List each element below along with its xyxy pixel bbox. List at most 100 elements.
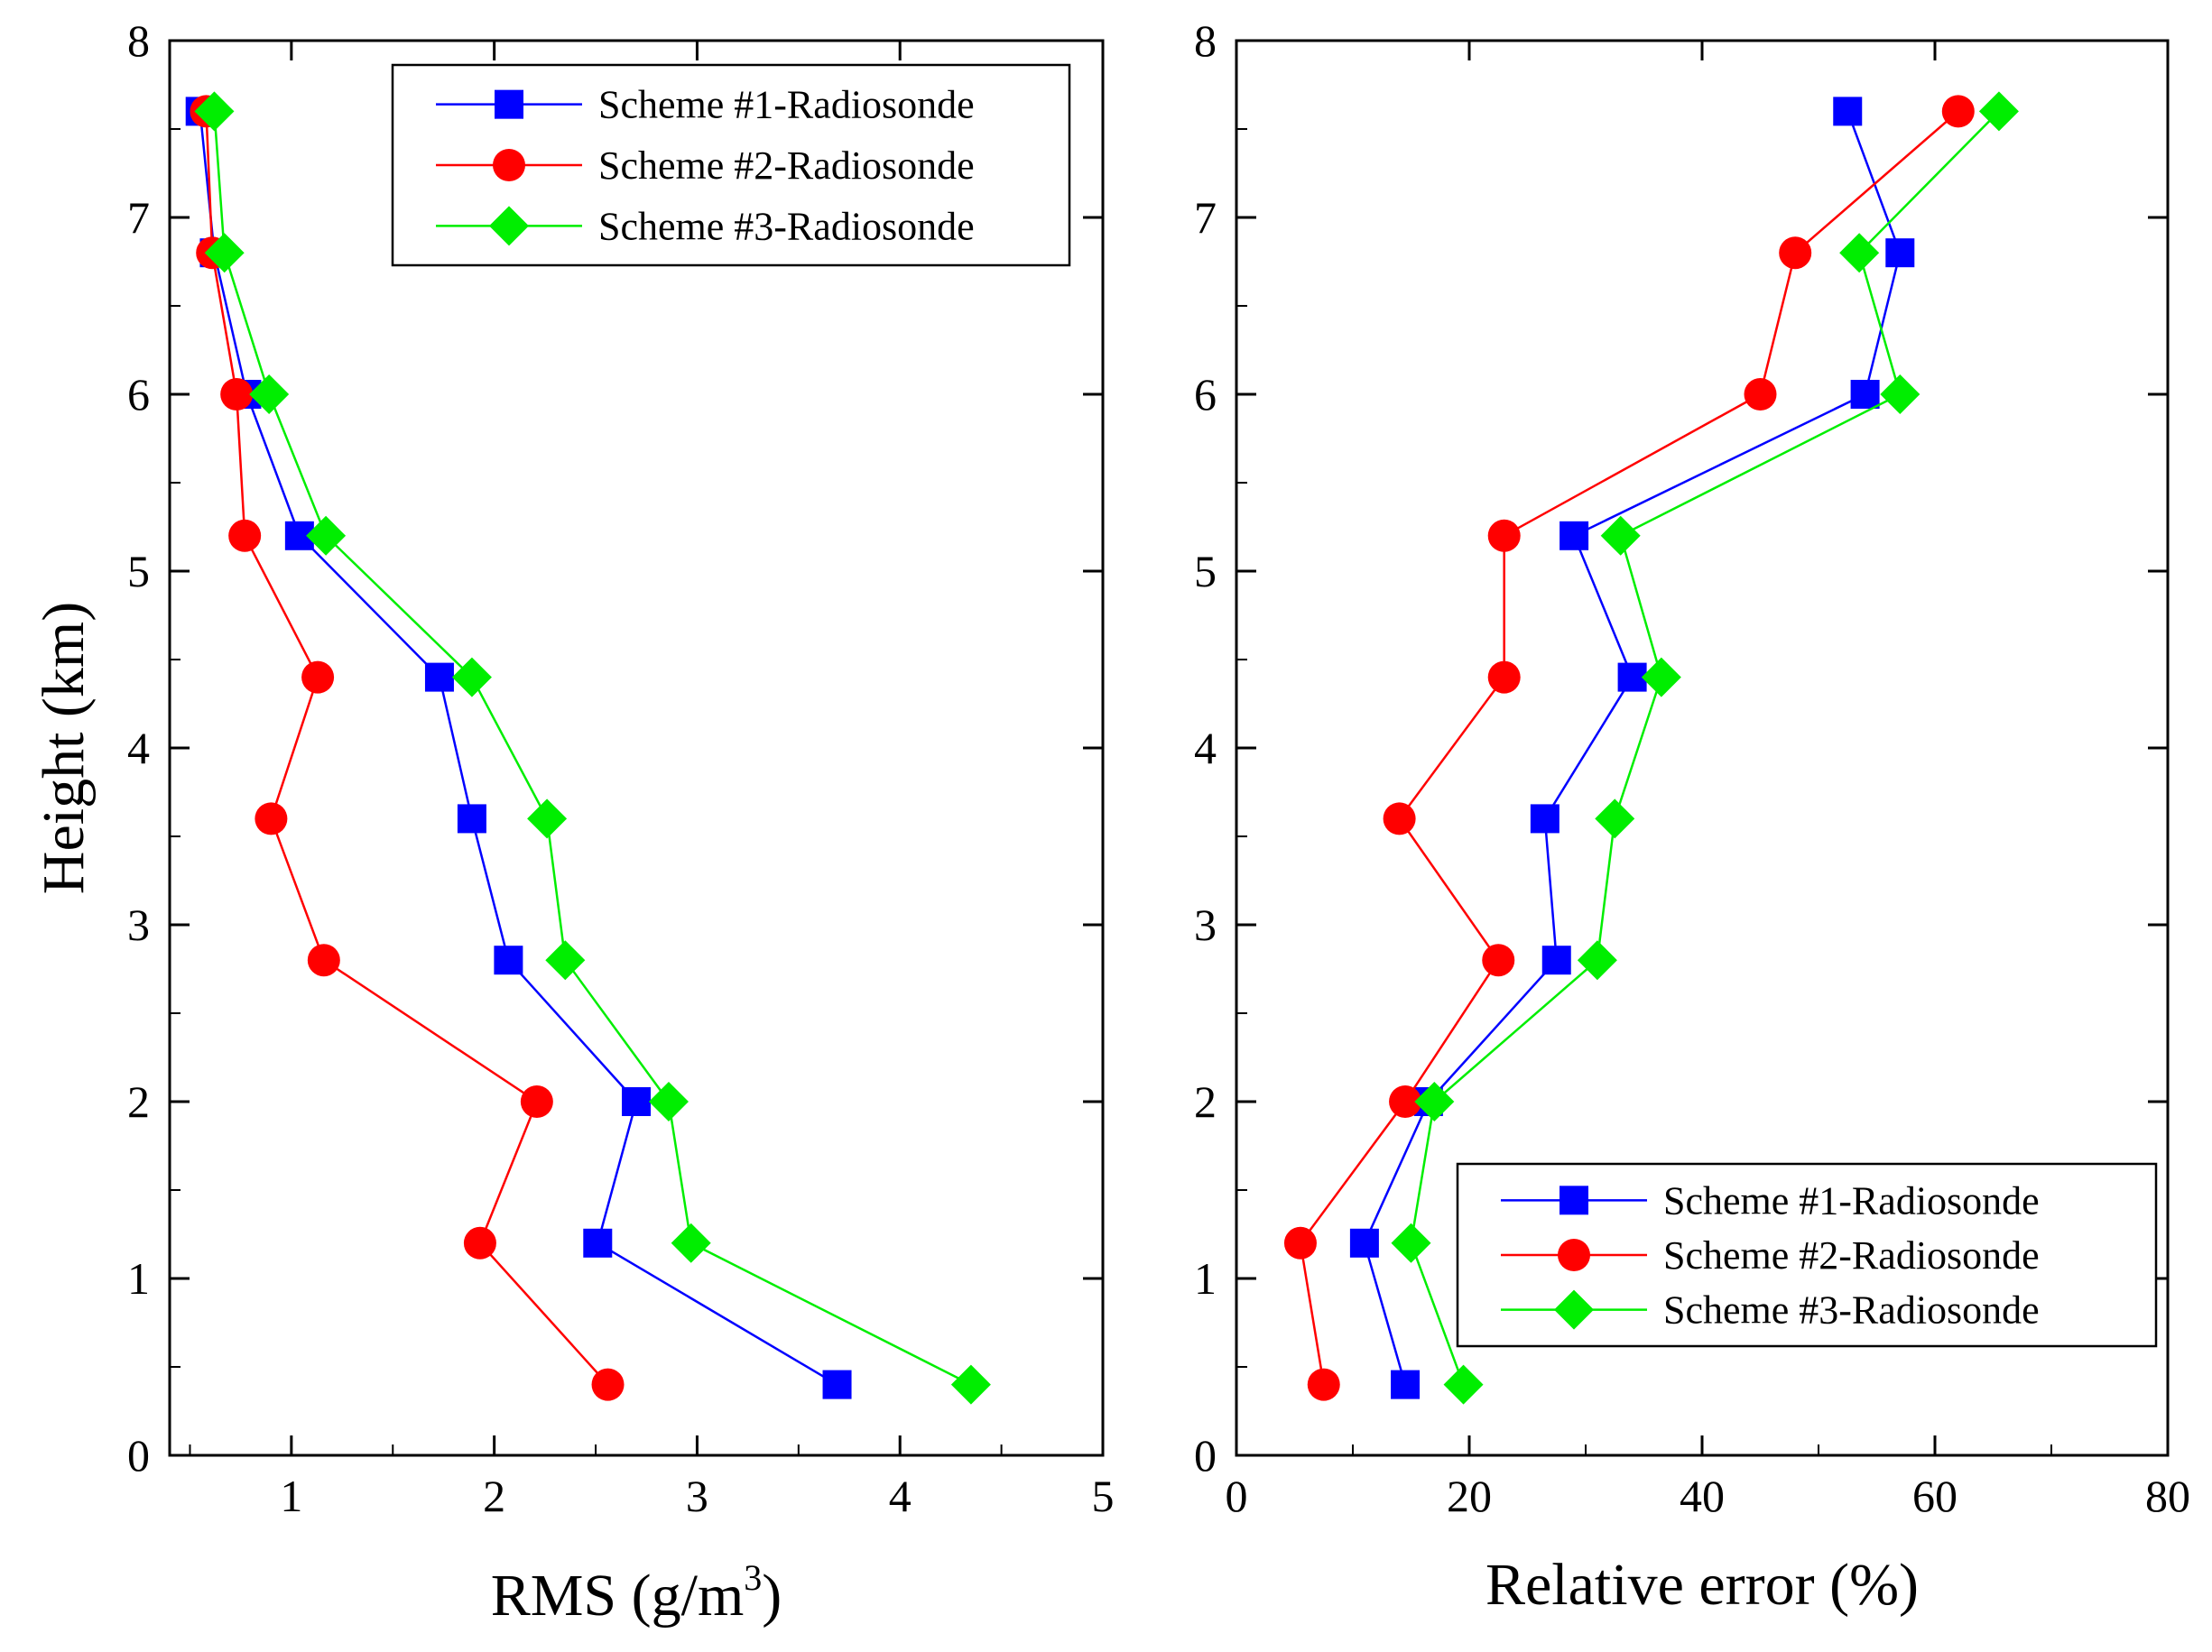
data-point [494, 946, 523, 975]
series-3 [1391, 91, 2019, 1405]
x-axis-title: RMS (g/m3) [491, 1557, 782, 1629]
x-axis-title: Relative error (%) [1485, 1552, 1919, 1618]
series-2 [1283, 95, 1975, 1401]
data-point [1487, 519, 1521, 552]
data-point [1595, 798, 1635, 839]
legend-label: Scheme #1-Radiosonde [598, 83, 975, 127]
data-point [1283, 1226, 1317, 1260]
y-axis-title: Height (km) [31, 602, 97, 894]
x-tick-label: 2 [483, 1471, 505, 1521]
data-point [1391, 1370, 1421, 1399]
data-point [1389, 1085, 1422, 1118]
x-tick-label: 80 [2145, 1471, 2190, 1521]
y-tick-label: 2 [127, 1076, 150, 1127]
legend: Scheme #1-Radiosonde Scheme #2-Radiosonde… [1456, 1162, 2158, 1348]
legend-label: Scheme #1-Radiosonde [1663, 1178, 2040, 1223]
legend-label: Scheme #3-Radiosonde [598, 204, 975, 248]
y-tick-label: 3 [127, 900, 150, 950]
chart-panel-left: 1 2 3 4 5 0 1 2 3 4 5 6 7 8 RMS (g/m3) Height (km) Schem… [31, 15, 1115, 1629]
data-point [1600, 515, 1641, 556]
data-point [1307, 1368, 1340, 1401]
data-point [249, 374, 290, 414]
series-2 [190, 95, 625, 1401]
data-point [1383, 802, 1416, 835]
data-point [1541, 946, 1571, 975]
legend-label: Scheme #2-Radiosonde [598, 143, 975, 188]
data-point [1560, 521, 1589, 550]
legend-swatch-marker [493, 149, 525, 181]
y-tick-label: 1 [127, 1253, 150, 1304]
legend-swatch-marker [489, 206, 529, 246]
data-point [1391, 1223, 1431, 1263]
legend-swatch-marker [1560, 1186, 1588, 1215]
data-point [583, 1228, 613, 1258]
y-tick-label: 1 [1194, 1253, 1217, 1304]
data-point [1941, 95, 1975, 128]
data-point [1482, 944, 1515, 977]
legend-swatch-marker [495, 89, 523, 119]
y-tick-label: 4 [1194, 723, 1217, 773]
data-point [1487, 660, 1521, 694]
y-tick-label: 7 [127, 192, 150, 243]
x-tick-label: 3 [686, 1471, 708, 1521]
x-tick-label: 20 [1447, 1471, 1492, 1521]
data-point [307, 944, 340, 977]
chart-panels: 1 2 3 4 5 0 1 2 3 4 5 6 7 8 RMS (g/m3) Height (km) Schem… [31, 15, 2190, 1629]
y-tick-label: 0 [127, 1430, 150, 1481]
data-point [306, 515, 347, 556]
data-point [424, 662, 454, 692]
x-tick-label: 4 [889, 1471, 912, 1521]
series-line [1299, 110, 1959, 1385]
data-point [1850, 380, 1880, 409]
series-line [1410, 110, 2000, 1386]
data-point [1744, 378, 1777, 411]
data-point [255, 802, 288, 835]
data-point [1880, 374, 1920, 414]
data-point [1349, 1228, 1379, 1258]
data-point [822, 1370, 852, 1399]
data-point [545, 940, 586, 981]
series-line [213, 111, 972, 1386]
y-tick-label: 8 [127, 15, 150, 66]
data-point [1839, 233, 1880, 273]
x-axis-title-superscript: 3 [744, 1557, 762, 1598]
data-point [1443, 1364, 1484, 1405]
y-tick-label: 5 [127, 546, 150, 596]
data-point [1978, 91, 2019, 132]
x-tick-label: 60 [1912, 1471, 1957, 1521]
legend: Scheme #1-Radiosonde Scheme #2-Radiosonde… [391, 63, 1071, 267]
y-tick-label: 0 [1194, 1430, 1217, 1481]
data-point [1530, 804, 1560, 834]
y-tick-label: 5 [1194, 546, 1217, 596]
data-point [648, 1082, 689, 1121]
data-point [591, 1368, 625, 1401]
x-tick-label: 40 [1680, 1471, 1725, 1521]
x-tick-label: 1 [280, 1471, 302, 1521]
data-point [194, 91, 235, 132]
series-line [199, 111, 838, 1386]
y-tick-label: 6 [127, 369, 150, 420]
data-point [228, 519, 262, 552]
legend-label: Scheme #2-Radiosonde [1663, 1233, 2040, 1278]
series-line [1363, 110, 1902, 1385]
x-tick-label: 0 [1226, 1471, 1248, 1521]
data-point [950, 1364, 991, 1405]
y-tick-label: 6 [1194, 369, 1217, 420]
data-point [622, 1087, 651, 1116]
y-tick-label: 4 [127, 723, 150, 773]
data-point [451, 657, 492, 697]
y-tick-label: 3 [1194, 900, 1217, 950]
legend-swatch-marker [1558, 1239, 1590, 1271]
data-point [204, 233, 245, 273]
chart-panel-right: 0 20 40 60 80 0 1 2 3 4 5 6 7 8 Relative error (%) Sche… [1194, 15, 2190, 1618]
x-tick-label: 5 [1092, 1471, 1115, 1521]
series-line [205, 111, 609, 1386]
data-point [457, 804, 486, 834]
data-point [520, 1085, 553, 1118]
series-3 [194, 91, 991, 1405]
data-point [1833, 97, 1863, 126]
x-axis-title-end: ) [762, 1563, 782, 1629]
data-point [1414, 1082, 1455, 1121]
data-point [1641, 657, 1681, 697]
